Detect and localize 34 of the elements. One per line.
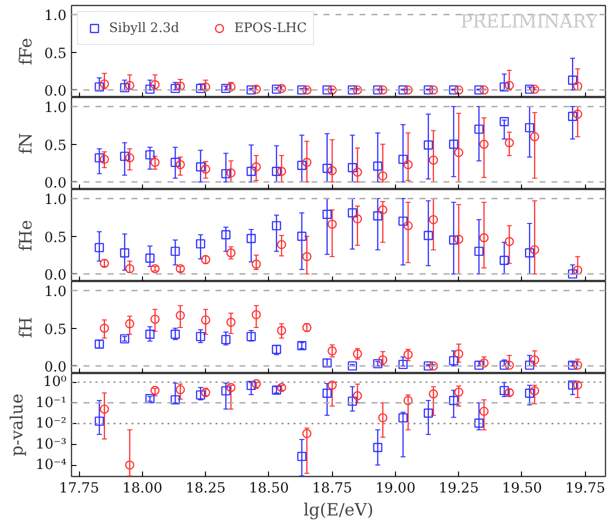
y-tick-label: 0.0	[44, 175, 66, 192]
legend-label: EPOS-LHC	[234, 20, 307, 36]
x-tick-label: 19.25	[438, 480, 479, 496]
x-tick-label: 19.00	[375, 480, 416, 496]
y-tick-label: 1.0	[44, 100, 66, 116]
y-tick-label: 0.5	[44, 138, 66, 154]
x-axis-title: lg(E/eV)	[303, 500, 374, 520]
x-tick-label: 18.00	[122, 480, 162, 496]
y-tick-label: 10⁻⁴	[36, 457, 67, 474]
y-tick-label: 1.0	[44, 284, 66, 300]
y-tick-label: 10⁻¹	[36, 394, 67, 411]
x-tick-label: 18.75	[312, 480, 352, 496]
y-tick-label: 10⁻³	[36, 436, 67, 452]
y-tick-label: 0.5	[44, 230, 66, 246]
y-tick-label: 0.0	[44, 359, 66, 376]
y-tick-label: 1.0	[44, 192, 66, 208]
y-tick-label: 0.5	[44, 46, 66, 62]
y-tick-label: 0.0	[44, 83, 66, 100]
y-axis-title: fHe	[16, 220, 36, 252]
legend-label: Sibyll 2.3d	[109, 20, 180, 36]
y-tick-label: 10⁻²	[36, 416, 67, 432]
y-tick-label: 1.0	[44, 8, 66, 24]
x-tick-label: 18.50	[248, 480, 289, 496]
y-tick-label: 10⁰	[43, 374, 67, 390]
y-axis-title: fFe	[16, 38, 36, 66]
y-tick-label: 0.5	[44, 322, 66, 338]
x-tick-label: 17.75	[59, 480, 100, 496]
y-tick-label: 0.0	[44, 267, 66, 284]
x-tick-label: 19.75	[565, 480, 606, 496]
y-axis-title: fH	[16, 316, 36, 338]
y-axis-title: p-value	[8, 394, 28, 456]
x-tick-label: 19.50	[502, 480, 542, 496]
x-tick-label: 18.25	[186, 480, 226, 496]
y-axis-title: fN	[16, 132, 36, 154]
